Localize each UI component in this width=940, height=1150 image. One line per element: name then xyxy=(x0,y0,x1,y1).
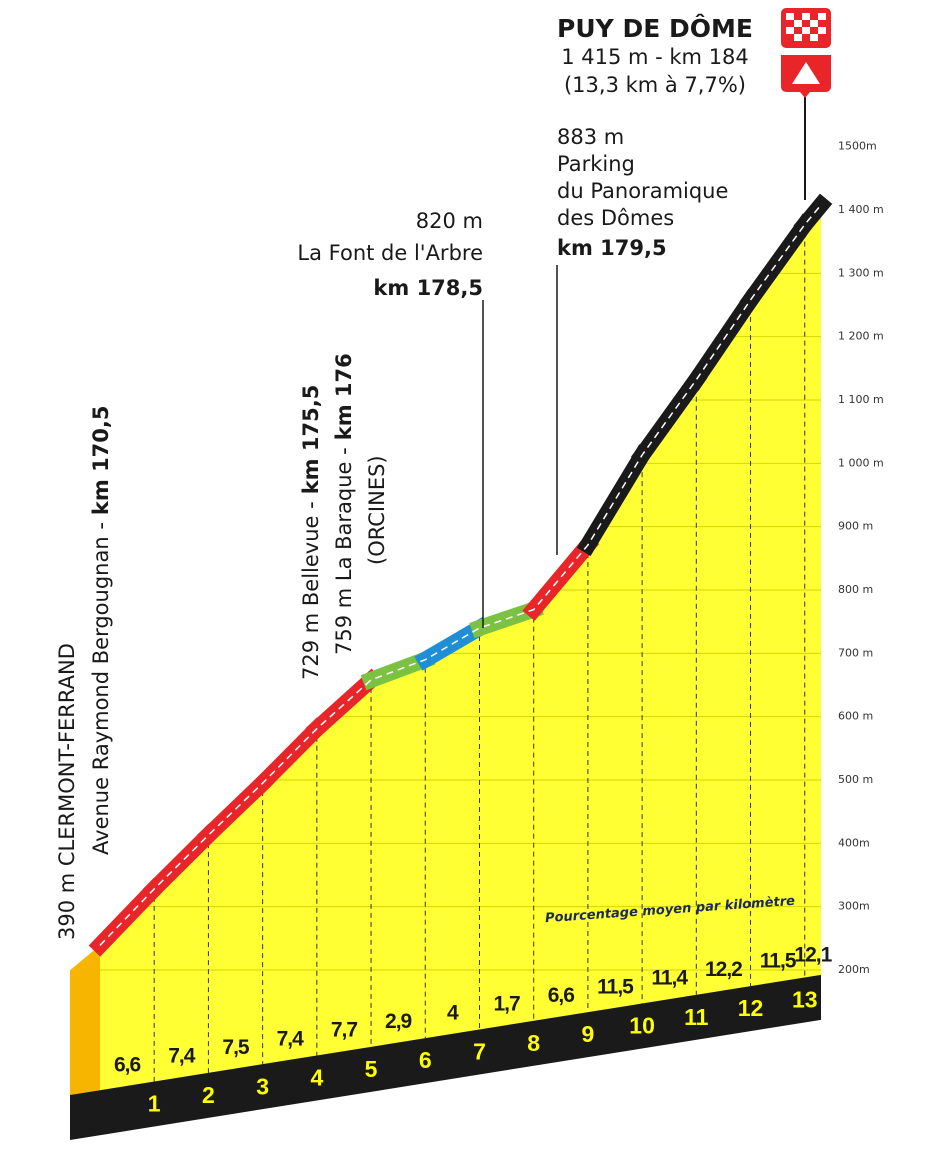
annotation: 759 m La Baraque - km 176 xyxy=(332,353,356,655)
percent-label: 4 xyxy=(447,1001,459,1024)
km-label: 12 xyxy=(738,995,764,1021)
percent-label: 7,5 xyxy=(222,1036,250,1059)
percent-label: 11,5 xyxy=(597,975,634,998)
annotation-text: Avenue Raymond Bergougnan - xyxy=(89,522,113,855)
y-tick-label: 1 100 m xyxy=(838,393,884,406)
left-face xyxy=(70,945,100,1095)
base-band xyxy=(70,974,821,1140)
percent-label: 6,6 xyxy=(114,1053,141,1076)
annotation-text: 759 m La Baraque - xyxy=(332,447,356,655)
percent-label: 2,9 xyxy=(385,1010,412,1033)
km-label: 10 xyxy=(629,1013,655,1039)
annotation-km: km 179,5 xyxy=(557,236,667,260)
percent-label: 11,4 xyxy=(651,967,688,990)
y-tick-label: 300m xyxy=(838,900,870,913)
km-label: 2 xyxy=(202,1082,215,1108)
km-label: 4 xyxy=(310,1065,323,1091)
annotation-line: Parking xyxy=(557,152,635,176)
annotation-km: km 178,5 xyxy=(373,276,483,300)
annotation: Avenue Raymond Bergougnan - km 170,5 xyxy=(89,406,113,856)
km-label: 11 xyxy=(684,1004,709,1030)
percent-label: 12,2 xyxy=(705,958,742,981)
annotation: (ORCINES) xyxy=(365,455,389,565)
y-tick-label: 1 300 m xyxy=(838,266,884,279)
annotation-line: des Dômes xyxy=(557,206,674,230)
percent-label: 7,7 xyxy=(331,1019,358,1042)
annotation-line: 820 m xyxy=(416,209,483,233)
annotation: 390 m CLERMONT-FERRAND xyxy=(55,643,79,940)
annotation-line: La Font de l'Arbre xyxy=(297,241,483,265)
y-tick-label: 600 m xyxy=(838,710,873,723)
y-tick-label: 700 m xyxy=(838,646,873,659)
y-tick-label: 400m xyxy=(838,836,870,849)
annotation-km: km 170,5 xyxy=(89,406,113,516)
percent-label: 11,5 xyxy=(760,949,797,972)
annotation: 729 m Bellevue - km 175,5 xyxy=(299,385,323,680)
km-label: 13 xyxy=(792,987,818,1013)
km-label: 6 xyxy=(419,1047,432,1073)
annotation-line: 883 m xyxy=(557,125,624,149)
summit-icons xyxy=(781,8,831,200)
km-label: 3 xyxy=(256,1073,269,1099)
y-tick-label: 1 400 m xyxy=(838,203,884,216)
km-label: 7 xyxy=(473,1039,486,1065)
km-label: 1 xyxy=(148,1091,161,1117)
y-tick-label: 200m xyxy=(838,963,870,976)
km-label: 5 xyxy=(365,1056,378,1082)
y-tick-label: 900 m xyxy=(838,520,873,533)
profile-segment xyxy=(576,444,654,557)
annotation-text: 729 m Bellevue - xyxy=(299,501,323,680)
percent-label: 7,4 xyxy=(277,1027,305,1050)
annotation-text: 390 m CLERMONT-FERRAND xyxy=(55,643,79,940)
percent-label: 7,4 xyxy=(168,1045,196,1068)
percent-label: 12,1 xyxy=(794,944,832,967)
subtitle: (13,3 km à 7,7%) xyxy=(564,73,746,97)
y-tick-label: 500 m xyxy=(838,773,873,786)
percent-label: 6,6 xyxy=(548,984,575,1007)
annotation-km: km 176 xyxy=(332,353,356,440)
y-tick-label: 1 200 m xyxy=(838,330,884,343)
km-label: 9 xyxy=(581,1021,594,1047)
annotation-km: km 175,5 xyxy=(299,385,323,495)
y-tick-label: 1 000 m xyxy=(838,456,884,469)
profile-centerline xyxy=(99,204,822,946)
y-tick-label: 800 m xyxy=(838,583,873,596)
subtitle: 1 415 m - km 184 xyxy=(561,45,749,69)
annotation-line: du Panoramique xyxy=(557,179,728,203)
y-tick-label: 1500m xyxy=(838,140,877,153)
annotation-text: (ORCINES) xyxy=(365,455,389,565)
percent-label: 1,7 xyxy=(493,993,520,1016)
title: PUY DE DÔME xyxy=(557,13,753,43)
km-label: 8 xyxy=(527,1030,540,1056)
